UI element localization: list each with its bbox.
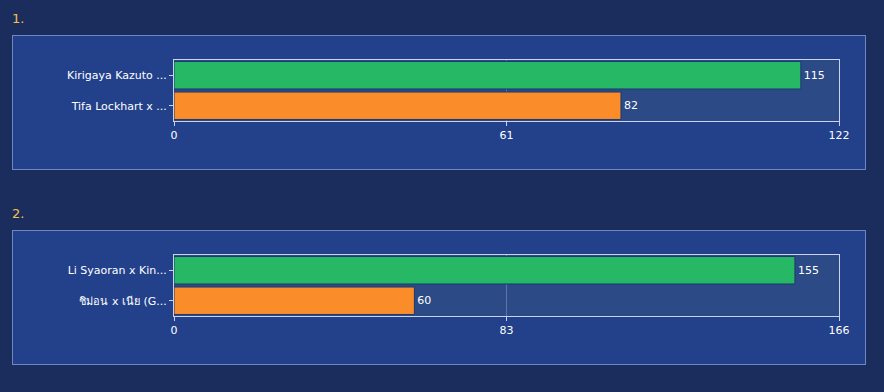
- svg-text:60: 60: [417, 294, 431, 307]
- svg-text:122: 122: [829, 129, 850, 142]
- svg-text:166: 166: [829, 324, 850, 337]
- svg-text:ชิม่อน x เนีย (G...: ชิม่อน x เนีย (G...: [79, 295, 166, 308]
- svg-text:115: 115: [804, 69, 825, 82]
- svg-text:61: 61: [500, 129, 514, 142]
- svg-text:Li Syaoran x Kin...: Li Syaoran x Kin...: [68, 264, 167, 277]
- html-text:1.: 1.: [12, 11, 25, 26]
- svg-text:0: 0: [171, 324, 178, 337]
- svg-text:83: 83: [500, 324, 514, 337]
- svg-text:155: 155: [798, 264, 819, 277]
- svg-text:82: 82: [624, 99, 638, 112]
- svg-text:0: 0: [171, 129, 178, 142]
- svg-text:Kirigaya Kazuto ...: Kirigaya Kazuto ...: [67, 69, 167, 82]
- svg-text:Tifa Lockhart x ...: Tifa Lockhart x ...: [71, 100, 167, 113]
- html-text:2.: 2.: [12, 206, 25, 221]
